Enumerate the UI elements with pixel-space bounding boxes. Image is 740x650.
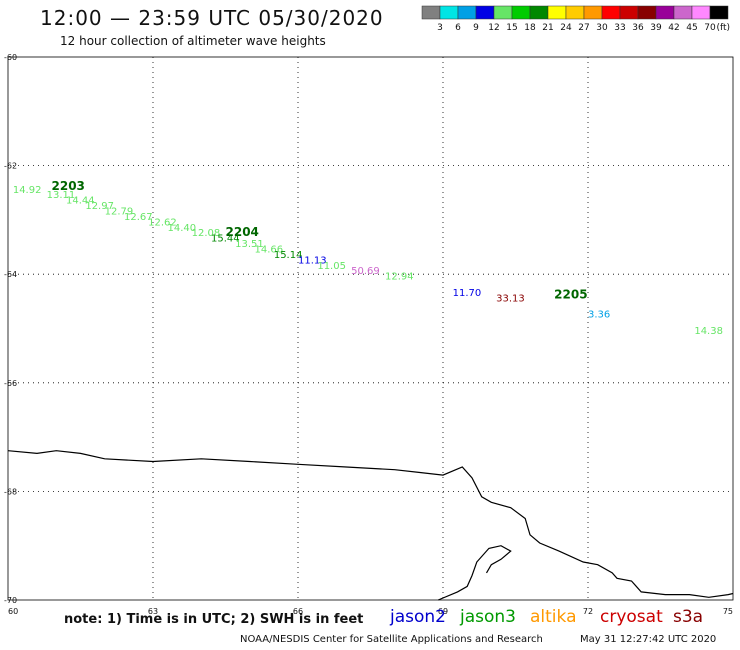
wave-height-point: 11.13 [298,255,327,266]
colorbar-label: 9 [473,23,479,33]
x-axis-label: 66 [293,607,303,616]
x-axis-label: 63 [148,607,158,616]
colorbar-label: 30 [596,23,608,33]
wave-height-point: 12.08 [192,228,221,239]
colorbar-label: 18 [524,23,536,33]
legend-altika: altika [530,607,577,627]
colorbar-swatch [673,5,693,20]
wave-height-point: 3.36 [588,310,610,321]
colorbar-swatch [691,5,711,20]
colorbar-unit: (ft) [716,23,730,33]
pass-label: 2204 [226,225,259,239]
wave-height-point: 15.44 [211,234,240,245]
wave-height-point: 14.38 [694,326,723,337]
colorbar-label: 45 [686,23,697,33]
y-axis-label: -70 [4,596,17,605]
y-axis-label: -62 [4,162,17,171]
colorbar-label: 3 [437,23,443,33]
colorbar-label: 27 [578,23,589,33]
colorbar-swatch [457,5,477,20]
colorbar-label: 33 [614,23,625,33]
colorbar-label: 36 [632,23,644,33]
coastline [7,450,734,598]
wave-height-point: 14.40 [168,223,197,234]
x-axis-label: 72 [583,607,593,616]
footer-timestamp: May 31 12:27:42 UTC 2020 [580,634,717,645]
colorbar-swatch [709,5,729,20]
wave-height-point: 12.79 [105,206,134,217]
colorbar-swatch [439,5,459,20]
footer-credit: NOAA/NESDIS Center for Satellite Applica… [240,634,543,645]
colorbar-swatch [547,5,567,20]
colorbar-label: 12 [488,23,499,33]
wave-height-point: 11.05 [317,261,346,272]
colorbar-swatch [637,5,657,20]
colorbar-swatch [511,5,531,20]
wave-height-point: 12.94 [385,272,414,283]
legend-s3a: s3a [673,607,704,627]
legend-cryosat: cryosat [600,607,663,627]
colorbar-label: 21 [542,23,553,33]
y-axis-label: -64 [4,270,17,279]
wave-height-point: 14.92 [13,185,42,196]
wave-height-point: 12.67 [124,212,153,223]
wave-height-point: 13.11 [47,190,76,201]
page-title: 12:00 — 23:59 UTC 05/30/2020 [40,6,384,30]
colorbar-swatch [619,5,639,20]
colorbar-label: 42 [668,23,679,33]
y-axis-label: -66 [4,379,17,388]
wave-height-point: 12.62 [148,217,177,228]
x-axis-label: 60 [8,607,18,616]
colorbar-swatch [475,5,495,20]
colorbar-label: 15 [506,23,517,33]
colorbar-label: 70 [704,23,716,33]
page-subtitle: 12 hour collection of altimeter wave hei… [60,34,326,48]
y-axis-label: -68 [4,487,17,496]
colorbar-swatch [655,5,675,20]
pass-label: 2205 [554,288,587,302]
colorbar-label: 24 [560,23,572,33]
colorbar-label: 39 [650,23,662,33]
legend-jason2: jason2 [390,607,446,627]
y-axis-label: -60 [4,53,17,62]
wave-height-point: 14.66 [255,244,284,255]
colorbar-swatch [601,5,621,20]
wave-height-point: 15.14 [274,250,303,261]
x-axis-label: 75 [723,607,733,616]
colorbar-swatch [529,5,549,20]
wave-height-point: 12.97 [85,201,114,212]
x-axis-label: 69 [438,607,448,616]
colorbar-swatch [421,5,441,20]
wave-height-point: 33.13 [496,293,525,304]
colorbar-swatch [565,5,585,20]
map-frame [7,56,734,601]
legend-jason3: jason3 [460,607,516,627]
footer-note: note: 1) Time is in UTC; 2) SWH is in fe… [64,612,364,627]
coastline-inlet [437,545,512,601]
colorbar-label: 6 [455,23,461,33]
colorbar-swatch [583,5,603,20]
wave-height-point: 14.44 [66,196,95,207]
pass-label: 2203 [52,179,85,193]
wave-height-point: 11.70 [453,288,482,299]
wave-height-point: 50.69 [351,266,380,277]
colorbar-swatch [493,5,513,20]
wave-height-point: 13.51 [235,239,264,250]
